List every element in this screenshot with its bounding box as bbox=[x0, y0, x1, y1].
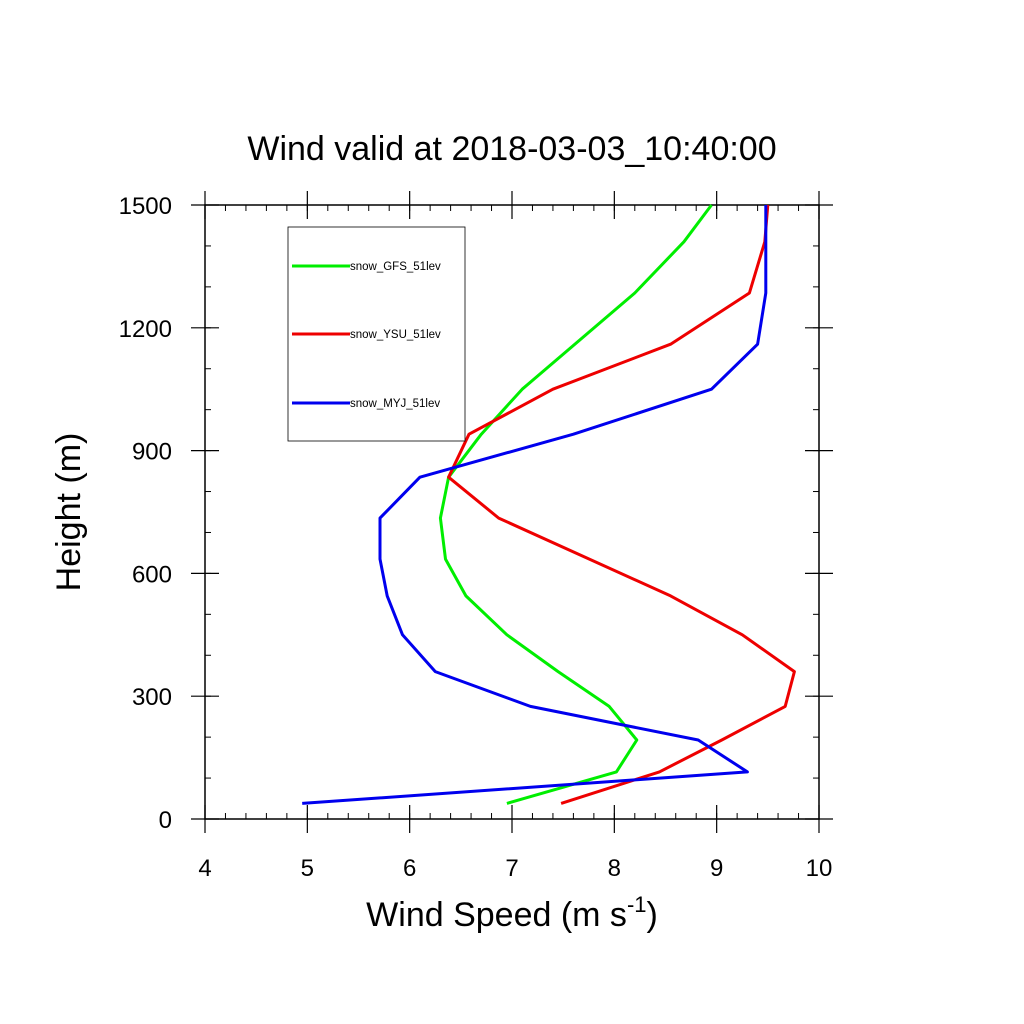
legend-label: snow_GFS_51lev bbox=[350, 261, 441, 273]
series-line-snow_YSU_51lev bbox=[447, 204, 796, 805]
x-axis-label: Wind Speed (m s-1) bbox=[366, 892, 658, 934]
legend-label: snow_YSU_51lev bbox=[350, 329, 441, 341]
major-ticks bbox=[191, 191, 833, 833]
x-axis-label-superscript: -1 bbox=[627, 892, 647, 917]
y-tick-label: 1500 bbox=[119, 193, 172, 220]
series-line-snow_MYJ_51lev bbox=[302, 205, 768, 805]
y-tick-label: 1200 bbox=[119, 316, 172, 343]
x-tick-label: 10 bbox=[806, 855, 833, 882]
x-axis-label-suffix: ) bbox=[647, 896, 658, 934]
x-tick-labels: 4 5 6 7 8 9 10 bbox=[198, 855, 832, 882]
y-tick-label: 300 bbox=[132, 684, 172, 711]
y-tick-label: 0 bbox=[159, 807, 172, 834]
legend: snow_GFS_51lev snow_YSU_51lev snow_MYJ_51l… bbox=[287, 226, 466, 442]
y-tick-label: 600 bbox=[132, 561, 172, 588]
y-axis-label: Height (m) bbox=[50, 433, 88, 592]
x-tick-label: 8 bbox=[608, 855, 621, 882]
x-tick-label: 6 bbox=[403, 855, 416, 882]
y-tick-labels: 0 300 600 900 1200 1500 bbox=[119, 193, 172, 834]
series-line-snow_GFS_51lev bbox=[438, 204, 713, 805]
x-tick-label: 9 bbox=[710, 855, 723, 882]
y-tick-label: 900 bbox=[132, 439, 172, 466]
x-tick-label: 7 bbox=[505, 855, 518, 882]
series-lines bbox=[302, 204, 796, 805]
legend-entries: snow_GFS_51lev snow_YSU_51lev snow_MYJ_51l… bbox=[292, 261, 441, 410]
legend-label: snow_MYJ_51lev bbox=[350, 398, 440, 410]
x-axis-label-main: Wind Speed (m s bbox=[366, 896, 627, 934]
x-tick-label: 5 bbox=[301, 855, 314, 882]
x-tick-label: 4 bbox=[198, 855, 211, 882]
chart-title: Wind valid at 2018-03-03_10:40:00 bbox=[247, 130, 776, 168]
